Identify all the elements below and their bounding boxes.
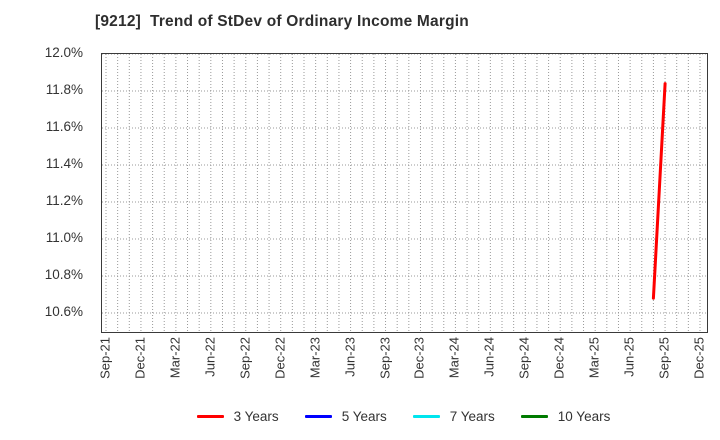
plot-area — [101, 53, 708, 333]
x-tick-label: Dec-23 — [411, 337, 427, 379]
x-tick-label: Mar-22 — [167, 337, 183, 379]
x-tick-label: Mar-25 — [586, 337, 602, 379]
x-tick-label: Dec-25 — [691, 337, 707, 379]
y-tick-label: 11.4% — [45, 155, 83, 171]
x-tick-label: Jun-25 — [621, 337, 637, 377]
x-tick-label: Sep-25 — [656, 337, 672, 379]
x-tick-label: Jun-22 — [202, 337, 218, 377]
x-tick-label: Mar-24 — [446, 337, 462, 379]
x-tick-label: Dec-22 — [272, 337, 288, 379]
legend-item-5-years: 5 Years — [304, 409, 387, 424]
series-line-3-years — [651, 82, 667, 300]
legend-label: 5 Years — [341, 409, 387, 424]
x-tick-label: Mar-23 — [307, 337, 323, 379]
legend-item-10-years: 10 Years — [520, 409, 611, 424]
x-tick-label: Sep-21 — [97, 337, 113, 379]
x-tick-label: Jun-24 — [481, 337, 497, 377]
y-axis-tick-labels: 12.0% 11.8% 11.6% 11.4% 11.2% 11.0% 10.8% 10.6% — [0, 0, 92, 440]
legend: 3 Years 5 Years 7 Years 10 Years — [101, 409, 706, 424]
plot-canvas — [102, 54, 707, 332]
y-tick-label: 11.0% — [45, 229, 83, 245]
legend-item-7-years: 7 Years — [412, 409, 495, 424]
legend-item-3-years: 3 Years — [196, 409, 279, 424]
x-tick-label: Sep-24 — [516, 337, 532, 379]
legend-label: 3 Years — [233, 409, 279, 424]
legend-label: 7 Years — [449, 409, 495, 424]
y-tick-label: 10.8% — [44, 266, 83, 282]
legend-line-swatch — [196, 415, 224, 418]
y-tick-label: 10.6% — [44, 303, 83, 319]
y-tick-label: 12.0% — [44, 45, 83, 60]
y-tick-label: 11.8% — [45, 81, 83, 97]
y-tick-label: 11.2% — [45, 192, 83, 208]
legend-line-swatch — [412, 415, 440, 418]
legend-line-swatch — [304, 415, 332, 418]
x-tick-label: Dec-24 — [551, 337, 567, 379]
x-tick-label: Dec-21 — [132, 337, 148, 379]
legend-line-swatch — [520, 415, 548, 418]
legend-label: 10 Years — [557, 409, 611, 424]
x-tick-label: Sep-23 — [377, 337, 393, 379]
y-tick-label: 11.6% — [45, 118, 83, 134]
x-tick-label: Sep-22 — [237, 337, 253, 379]
chart-title: [9212] Trend of StDev of Ordinary Income… — [95, 13, 469, 30]
x-tick-label: Jun-23 — [342, 337, 358, 377]
